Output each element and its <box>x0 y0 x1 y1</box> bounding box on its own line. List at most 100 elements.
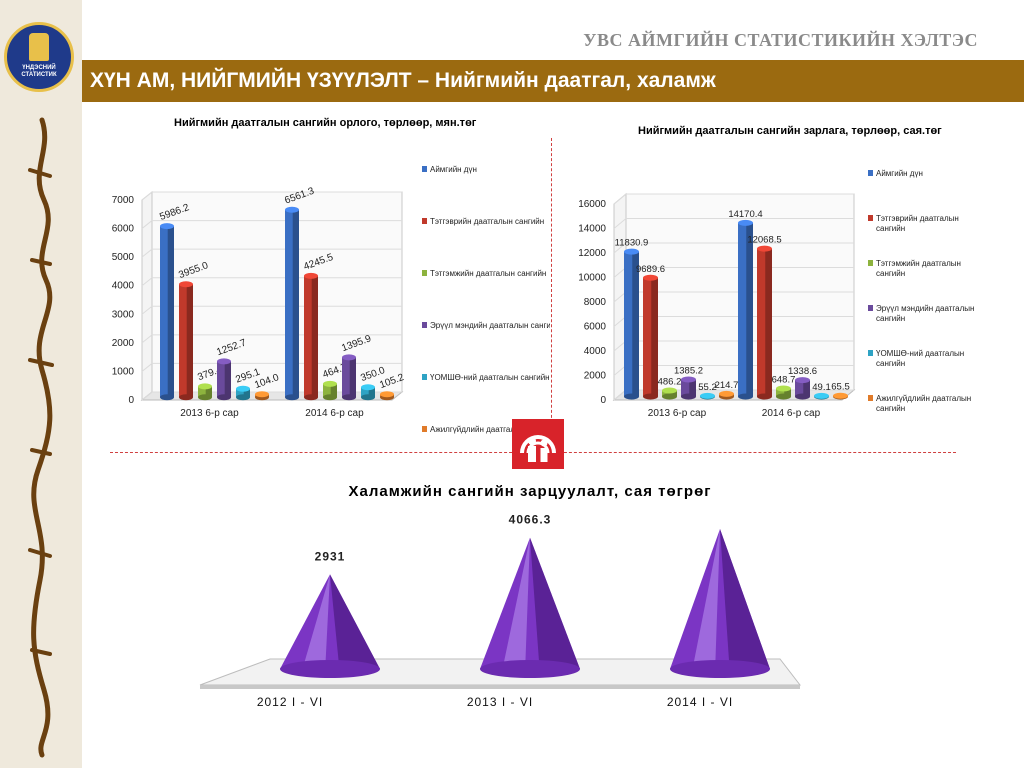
legend-label: сангийн <box>876 269 905 278</box>
data-label: 214.7 <box>715 380 739 391</box>
gridline-side <box>141 334 153 344</box>
y-tick-label: 6000 <box>584 322 607 333</box>
legend-swatch <box>868 395 873 401</box>
bar-top <box>624 248 639 255</box>
bar-shade <box>349 357 356 398</box>
soyombo-emblem-icon <box>29 33 49 61</box>
statistics-logo: ҮНДЭСНИЙ СТАТИСТИК <box>4 22 74 92</box>
top-strip: УВС АЙМГИЙН СТАТИСТИКИЙН ХЭЛТЭС <box>82 0 1024 62</box>
legend-swatch <box>868 215 873 221</box>
cone-base <box>670 660 770 678</box>
cone-value-label: 4066.3 <box>509 515 552 527</box>
legend-label: сангийн <box>876 314 905 323</box>
gridline-side <box>141 248 153 258</box>
gridline-side <box>613 193 627 205</box>
cone-shade <box>330 574 380 675</box>
legend-label: Тэтгэмжийн даатгалын <box>876 259 961 268</box>
bar-shade <box>765 248 772 397</box>
bar <box>236 388 250 398</box>
legend-swatch <box>422 166 427 172</box>
bar-base <box>323 394 337 401</box>
family-icon <box>512 419 564 469</box>
bar-top <box>814 392 829 399</box>
bar-top <box>179 281 193 288</box>
vertical-divider <box>551 138 552 438</box>
bar-base <box>342 394 356 401</box>
title-banner: ХҮН АМ, НИЙГМИЙН ҮЗҮҮЛЭЛТ – Нийгмийн даа… <box>82 60 1024 102</box>
x-tick-label: 2014 6-р сар <box>305 408 364 419</box>
chart3-title: Халамжийн сангийн зарцуулалт, сая төгрөг <box>348 483 712 500</box>
bar-top <box>236 385 250 392</box>
legend-swatch <box>868 350 873 356</box>
bar-base <box>643 393 658 400</box>
y-tick-label: 12000 <box>578 248 606 259</box>
cone-value-label: 2931 <box>315 549 346 563</box>
y-tick-label: 5000 <box>112 252 135 263</box>
cone-base <box>280 660 380 678</box>
y-tick-label: 0 <box>128 395 134 406</box>
data-label: 49.1 <box>812 382 831 393</box>
legend-swatch <box>868 170 873 176</box>
bar-top <box>198 383 212 390</box>
bar-top <box>160 223 174 230</box>
y-tick-label: 3000 <box>112 309 135 320</box>
organization-name: УВС АЙМГИЙН СТАТИСТИКИЙН ХЭЛТЭС <box>583 30 978 50</box>
bar-shade <box>670 390 677 397</box>
bar-shade <box>746 222 753 397</box>
bar-shade <box>330 383 337 398</box>
legend-swatch <box>868 305 873 311</box>
y-tick-label: 7000 <box>112 195 135 206</box>
mongolian-script-decoration <box>28 117 54 758</box>
sidebar-panel: ҮНДЭСНИЙ СТАТИСТИК <box>0 0 82 768</box>
gridline-side <box>141 277 153 287</box>
bar-top <box>380 391 394 398</box>
gridline-side <box>141 220 153 229</box>
bar-base <box>217 394 231 401</box>
data-label: 14170.4 <box>728 209 762 220</box>
y-tick-label: 4000 <box>584 346 607 357</box>
data-label: 1385.2 <box>674 366 703 377</box>
bar-base <box>179 394 193 401</box>
x-tick-label: 2014 I - VI <box>667 695 733 709</box>
bar-shade <box>368 387 375 398</box>
chart1-title: Нийгмийн даатгалын сангийн орлого, төрлө… <box>174 117 477 129</box>
bar-top <box>643 274 658 281</box>
bar-base <box>236 394 250 401</box>
gridline-side <box>141 363 153 372</box>
bar-top <box>304 272 318 279</box>
bar-shade <box>632 251 639 397</box>
bar-shade <box>292 209 299 398</box>
expenditure-bar-chart: 0 2000 4000 6000 8000 10000 12000 14000 16000 118… <box>578 169 974 419</box>
bar-base <box>681 393 696 400</box>
legend-swatch <box>422 270 427 276</box>
bar-top <box>681 376 696 383</box>
bar-shade <box>186 284 193 398</box>
bar-top <box>795 377 810 384</box>
bar-base <box>624 393 639 400</box>
bar-shade <box>784 388 791 397</box>
bar-base <box>662 393 677 400</box>
cone-highlight <box>692 529 720 673</box>
bar-top <box>757 245 772 252</box>
data-label: 12068.5 <box>747 235 781 246</box>
x-tick-label: 2014 6-р сар <box>762 408 821 419</box>
cone-highlight <box>502 537 530 673</box>
bar-base <box>285 394 299 401</box>
bar-top <box>833 392 848 399</box>
bar-base <box>795 393 810 400</box>
x-tick-label: 2013 6-р сар <box>180 408 239 419</box>
gridline-side <box>613 242 627 254</box>
legend-label: Ажилгүйдлийн даатгалын сангийн <box>430 425 550 434</box>
data-label: 55.2 <box>698 382 717 393</box>
bar-shade <box>689 379 696 397</box>
logo-caption: ҮНДЭСНИЙ СТАТИСТИК <box>21 65 57 78</box>
bar-shade <box>224 361 231 398</box>
welfare-cone-chart: 2931 2012 I - VI 4066.3 2013 I - VI 4335.9 20… <box>199 515 802 709</box>
legend-swatch <box>422 426 427 432</box>
gridline-side <box>141 305 153 315</box>
legend-swatch <box>868 260 873 266</box>
income-bar-chart: 010002000300040005000600070005986.23955.… <box>112 165 550 434</box>
bar-top <box>342 354 356 361</box>
bar-top <box>217 358 231 365</box>
cone-base <box>480 660 580 678</box>
